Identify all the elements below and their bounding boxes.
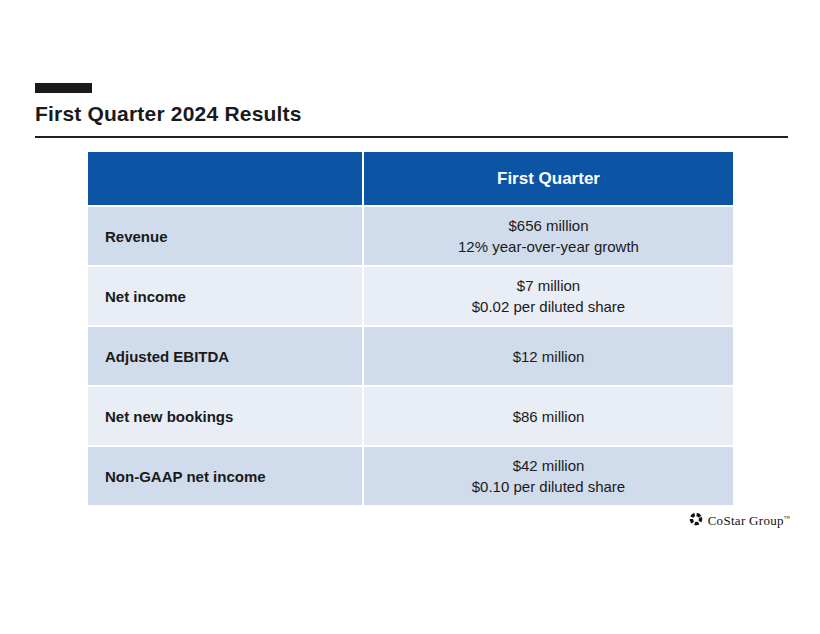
- row-value-cell: $12 million: [364, 327, 733, 385]
- table-row-revenue: Revenue $656 million 12% year-over-year …: [88, 207, 733, 265]
- row-label: Net new bookings: [105, 408, 233, 425]
- trademark-symbol: ™: [784, 515, 790, 521]
- row-label: Net income: [105, 288, 186, 305]
- costar-group-logo: CoStar Group™: [689, 512, 790, 530]
- page-title: First Quarter 2024 Results: [35, 102, 302, 126]
- row-value-line: $656 million: [508, 215, 588, 236]
- header-cell-empty: [88, 152, 362, 205]
- table-header-row: First Quarter: [88, 152, 733, 205]
- row-label-cell: Net new bookings: [88, 387, 362, 445]
- row-label: Adjusted EBITDA: [105, 348, 229, 365]
- table-row-adjusted-ebitda: Adjusted EBITDA $12 million: [88, 327, 733, 385]
- row-value-cell: $42 million $0.10 per diluted share: [364, 447, 733, 505]
- title-accent-bar: [35, 83, 92, 93]
- row-value-cell: $656 million 12% year-over-year growth: [364, 207, 733, 265]
- row-value-line: $7 million: [517, 275, 580, 296]
- slide: First Quarter 2024 Results First Quarter…: [0, 0, 820, 634]
- costar-logo-text: CoStar Group™: [708, 513, 790, 529]
- row-value-line: $0.02 per diluted share: [472, 296, 625, 317]
- row-label-cell: Non-GAAP net income: [88, 447, 362, 505]
- table-row-net-income: Net income $7 million $0.02 per diluted …: [88, 267, 733, 325]
- row-value-cell: $7 million $0.02 per diluted share: [364, 267, 733, 325]
- row-value-line: $42 million: [513, 455, 585, 476]
- row-value-line: $0.10 per diluted share: [472, 476, 625, 497]
- costar-pinwheel-icon: [689, 512, 703, 530]
- row-value-line: $86 million: [513, 406, 585, 427]
- table-row-net-new-bookings: Net new bookings $86 million: [88, 387, 733, 445]
- title-divider: [35, 136, 788, 138]
- row-label: Revenue: [105, 228, 168, 245]
- row-label-cell: Adjusted EBITDA: [88, 327, 362, 385]
- row-label-cell: Net income: [88, 267, 362, 325]
- row-label-cell: Revenue: [88, 207, 362, 265]
- row-label: Non-GAAP net income: [105, 468, 266, 485]
- results-table: First Quarter Revenue $656 million 12% y…: [88, 152, 733, 505]
- row-value-line: $12 million: [513, 346, 585, 367]
- costar-logo-wordmark: CoStar Group: [708, 513, 784, 528]
- row-value-line: 12% year-over-year growth: [458, 236, 639, 257]
- header-cell-first-quarter: First Quarter: [364, 152, 733, 205]
- header-first-quarter-label: First Quarter: [497, 169, 600, 189]
- row-value-cell: $86 million: [364, 387, 733, 445]
- table-row-non-gaap-net-income: Non-GAAP net income $42 million $0.10 pe…: [88, 447, 733, 505]
